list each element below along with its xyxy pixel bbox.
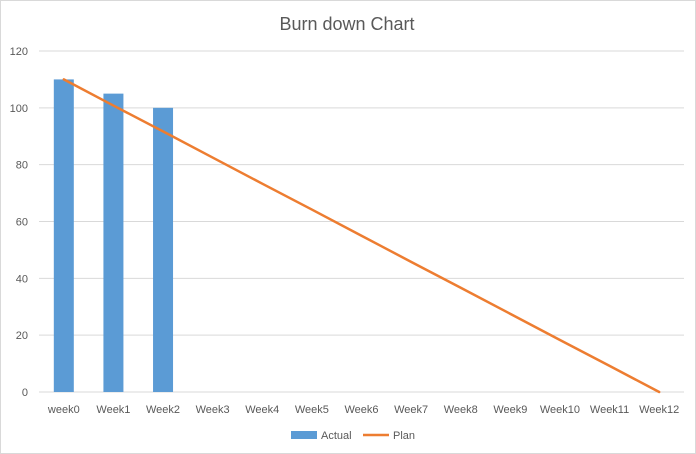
y-tick-label: 20 [16,330,28,342]
y-tick-label: 0 [22,387,28,399]
x-tick-label: Week1 [96,404,130,416]
x-tick-label: Week7 [394,404,428,416]
legend-label-plan: Plan [393,430,415,442]
legend-swatch-actual [291,431,317,439]
y-axis: 0 20 40 60 80 100 120 [10,46,28,399]
x-tick-label: Week5 [295,404,329,416]
actual-bars [53,79,174,393]
y-tick-label: 60 [16,217,28,229]
x-tick-label: Week12 [639,404,679,416]
actual-bar-week0 [53,79,74,393]
y-tick-label: 120 [10,46,28,58]
x-tick-label: Week11 [590,404,629,416]
plan-line [62,78,661,394]
legend-label-actual: Actual [321,430,352,442]
y-tick-label: 40 [16,273,28,285]
actual-bar-Week2 [153,107,174,392]
x-tick-label: Week4 [245,404,279,416]
y-tick-label: 100 [10,103,28,115]
x-tick-label: Week3 [196,404,230,416]
plan-line-group [62,78,661,394]
x-tick-label: week0 [47,404,80,416]
x-axis: week0 Week1 Week2 Week3 Week4 Week5 Week6 Week7… [47,404,679,416]
x-tick-label: Week6 [344,404,378,416]
actual-bar-Week1 [103,93,124,392]
chart-title: Burn down Chart [279,14,414,34]
x-tick-label: Week10 [540,404,580,416]
x-tick-label: Week8 [444,404,478,416]
y-tick-label: 80 [16,160,28,172]
x-tick-label: Week2 [146,404,180,416]
legend: Actual Plan [291,430,415,442]
gridlines [39,50,684,393]
x-tick-label: Week9 [493,404,527,416]
